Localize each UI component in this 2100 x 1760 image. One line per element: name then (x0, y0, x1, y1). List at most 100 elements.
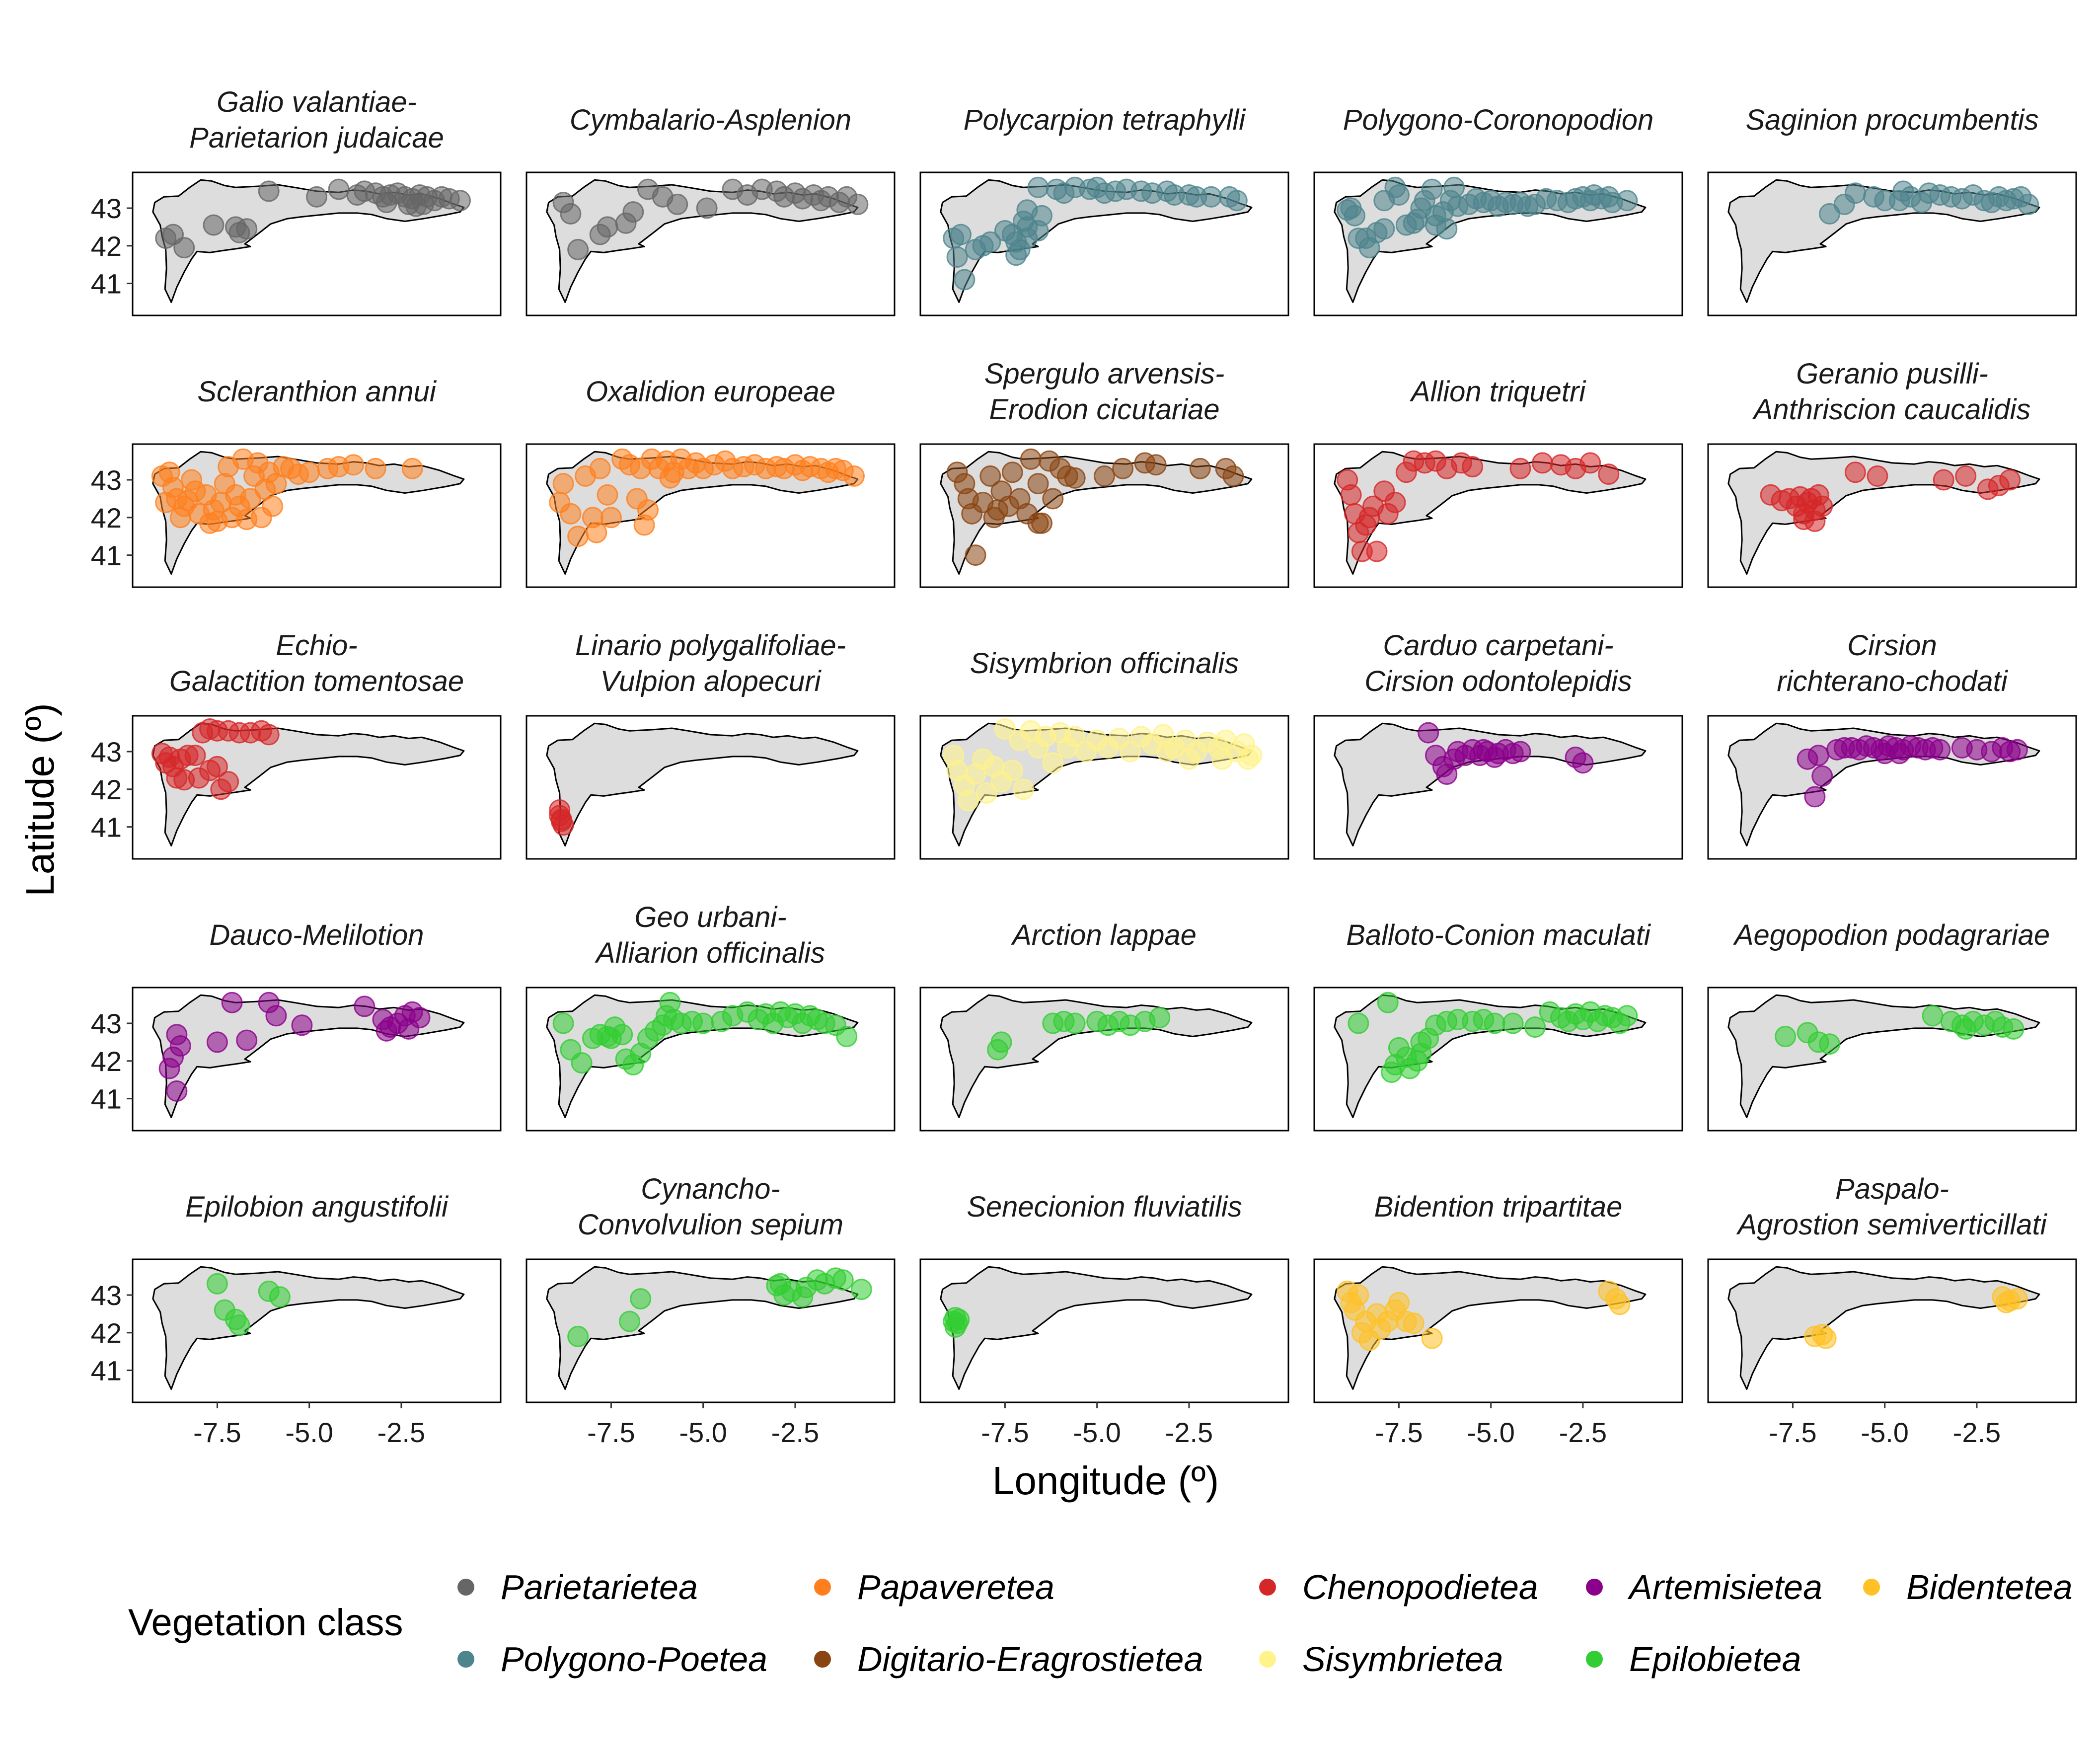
map-panel: Scleranthion annui 43 42 41 (91, 376, 502, 588)
panel-title: Scleranthion annui (197, 376, 437, 408)
map-panel: Oxalidion europeae (525, 376, 896, 588)
data-point (166, 1080, 188, 1102)
legend-label: Sisymbrietea (1302, 1640, 1503, 1679)
legend-label: Digitario-Eragrostietea (857, 1640, 1203, 1679)
data-point (1373, 218, 1395, 240)
panel-title: Cirsion (1847, 629, 1937, 662)
data-point (1027, 176, 1049, 198)
data-point (354, 995, 375, 1017)
data-point (1929, 739, 1951, 761)
data-point (567, 526, 589, 547)
data-point (619, 1310, 640, 1332)
data-point (659, 992, 681, 1013)
panel-title: Arction lappae (1011, 919, 1197, 951)
legend-entry: Parietarietea (457, 1568, 698, 1607)
data-point (597, 484, 618, 506)
x-tick-label: -5.0 (285, 1417, 333, 1448)
data-point (1844, 461, 1866, 483)
legend-label: Bidentetea (1906, 1568, 2073, 1607)
y-tick-label: 43 (91, 1008, 122, 1039)
data-point (597, 216, 618, 238)
data-point (1609, 1294, 1631, 1315)
legend-entry: Sisymbrietea (1259, 1640, 1503, 1679)
data-point (158, 746, 180, 768)
legend-key (814, 1579, 831, 1596)
x-tick-label: -2.5 (1953, 1417, 2001, 1448)
map-panel: Carduo carpetani-Cirsion odontolepidis (1313, 629, 1683, 860)
data-point (567, 1325, 589, 1347)
region-outline (152, 1266, 465, 1390)
data-point (950, 224, 972, 245)
data-point (2006, 739, 2028, 761)
data-point (1241, 745, 1263, 766)
data-point (206, 756, 228, 777)
data-point (1403, 1312, 1425, 1334)
data-point (228, 1314, 250, 1336)
legend-key (1586, 1651, 1603, 1668)
data-point (155, 228, 177, 249)
legend-label: Polygono-Poetea (501, 1640, 767, 1679)
legend-entry: Epilobietea (1586, 1640, 1801, 1679)
data-point (1222, 465, 1244, 487)
data-point (1064, 1012, 1086, 1034)
legend-entry: Bidentetea (1863, 1568, 2073, 1607)
data-point (1933, 469, 1954, 491)
data-point (1388, 1292, 1410, 1313)
data-point (1112, 458, 1134, 479)
legend-label: Papaveretea (857, 1568, 1054, 1607)
data-point (166, 1024, 188, 1046)
data-point (1226, 190, 1248, 212)
data-point (1462, 456, 1484, 477)
data-point (1156, 741, 1178, 763)
data-point (1579, 452, 1601, 474)
map-panel: Geo urbani- Alliarion officinalis (525, 901, 896, 1132)
panel-title: Saginion procumbentis (1745, 104, 2038, 136)
x-tick-label: -2.5 (377, 1417, 426, 1448)
panel-title: Oxalidion europeae (586, 376, 835, 408)
y-tick-label: 41 (91, 1355, 122, 1386)
data-point (1348, 1012, 1369, 1034)
data-point (265, 1005, 287, 1027)
y-tick-label: 43 (91, 464, 122, 496)
data-point (1366, 540, 1388, 562)
data-point (987, 499, 1009, 521)
data-point (1013, 778, 1034, 800)
data-point (637, 499, 659, 521)
data-point (1616, 190, 1638, 212)
data-point (1001, 461, 1023, 483)
panel-title: Agrostion semiverticillati (1736, 1209, 2047, 1241)
data-point (236, 1029, 258, 1051)
data-point (589, 458, 611, 479)
map-panel: Senecionion fluviatilis -7.5 -5.0 -2.5 (919, 1191, 1289, 1448)
data-point (1892, 180, 1914, 202)
data-point (832, 1269, 854, 1291)
x-tick-label: -2.5 (771, 1417, 820, 1448)
data-point (965, 544, 986, 566)
data-point (560, 503, 582, 525)
panel-title: Senecionion fluviatilis (967, 1191, 1242, 1223)
data-point (2018, 193, 2039, 215)
legend-label: Artemisietea (1627, 1568, 1822, 1607)
data-point (1995, 1292, 2017, 1313)
x-tick-label: -7.5 (981, 1417, 1029, 1448)
data-point (269, 1286, 291, 1308)
map-panel: Bidention tripartitae -7.5 -5.0 -2.5 (1313, 1191, 1683, 1448)
panels-grid: Galio valantiae- Parietarion judaicae 43 42… (91, 86, 2077, 1448)
data-point (1005, 244, 1027, 266)
data-point (343, 454, 365, 476)
data-point (1418, 722, 1439, 744)
data-point (552, 1012, 574, 1034)
data-point (571, 1052, 593, 1074)
y-tick-label: 42 (91, 1317, 122, 1349)
panel-title: Erodion cicutariae (989, 393, 1219, 426)
y-tick-label: 42 (91, 1046, 122, 1077)
data-point (262, 495, 284, 517)
map-panel: Polycarpion tetraphylli (919, 104, 1289, 316)
panel-title: Anthriscion caucalidis (1752, 393, 2031, 426)
map-panel: Allion triquetri (1313, 376, 1683, 588)
data-point (1027, 473, 1049, 495)
data-point (1145, 454, 1167, 476)
y-tick-label: 41 (91, 268, 122, 300)
y-tick-label: 42 (91, 774, 122, 805)
data-point (975, 782, 997, 804)
